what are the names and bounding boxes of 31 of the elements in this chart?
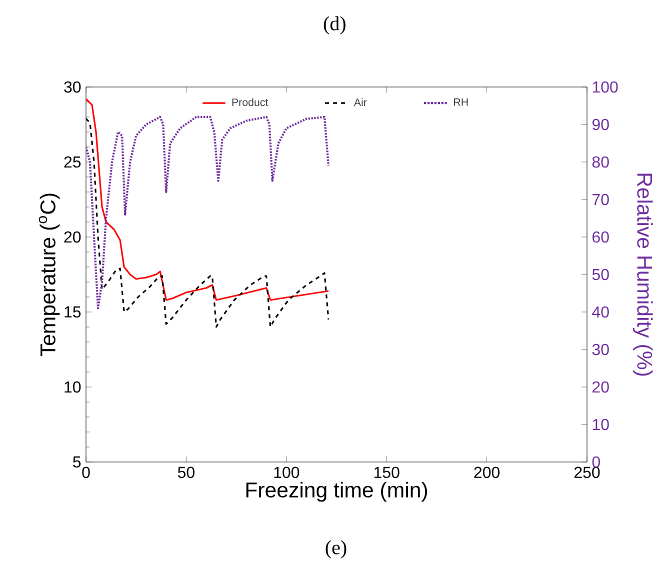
y2-tick-label: 60	[592, 231, 609, 243]
y-tick-label: 20	[64, 231, 81, 243]
y2-tick-label: 90	[592, 118, 609, 130]
x-tick-label: 250	[574, 466, 600, 478]
chart-title: (d)	[324, 16, 346, 34]
text: (e)	[326, 540, 346, 558]
y2-axis-title: Relative Humidity (%)	[632, 174, 653, 376]
legend-label: Air	[354, 98, 367, 106]
x-tick-label: 150	[374, 466, 400, 478]
y2-tick-label: 70	[592, 194, 609, 206]
y2-tick-label: 10	[592, 418, 609, 430]
y2-tick-label: 100	[592, 81, 618, 93]
y2-tick-label: 30	[592, 344, 609, 356]
x-tick-label: 50	[178, 466, 194, 478]
y-tick-label: 25	[64, 156, 81, 168]
y-axis-title: Temperature ($^{o}$C)	[38, 194, 60, 356]
y-tick-label: 10	[64, 381, 81, 393]
y2-tick-label: 40	[592, 306, 609, 318]
x-tick-label: 200	[474, 466, 500, 478]
x-tick-label: 100	[274, 466, 300, 478]
y2-tick-label: 50	[592, 268, 609, 280]
x-tick-label: 0	[82, 466, 90, 478]
y2-tick-label: 0	[592, 456, 600, 468]
y-tick-label: 5	[73, 456, 81, 468]
y-tick-label: 30	[64, 81, 81, 93]
y-tick-label: 15	[64, 306, 81, 318]
legend-label: Product	[232, 98, 268, 106]
y2-tick-label: 80	[592, 156, 609, 168]
y2-tick-label: 20	[592, 381, 609, 393]
x-axis-title: Freezing time (min)	[246, 482, 428, 502]
legend-label: RH	[454, 98, 468, 106]
